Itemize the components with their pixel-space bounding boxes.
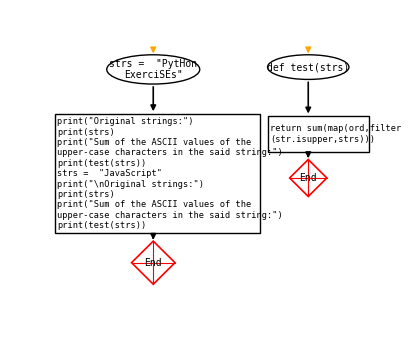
Text: def test(strs): def test(strs) [267,62,349,72]
Polygon shape [131,241,175,284]
Bar [268,116,369,152]
Text: return sum(map(ord,filter
(str.isupper,strs))): return sum(map(ord,filter (str.isupper,s… [270,124,402,144]
Text: print("Original strings:")
print(strs)
print("Sum of the ASCII values of the
upp: print("Original strings:") print(strs) p… [57,117,283,230]
Ellipse shape [107,55,200,84]
Text: End: End [144,258,162,268]
Polygon shape [290,160,327,196]
Text: strs =  "PytHon
ExerciSEs": strs = "PytHon ExerciSEs" [109,59,197,80]
Text: End: End [299,173,317,183]
Ellipse shape [268,55,349,79]
Bar [55,114,260,234]
